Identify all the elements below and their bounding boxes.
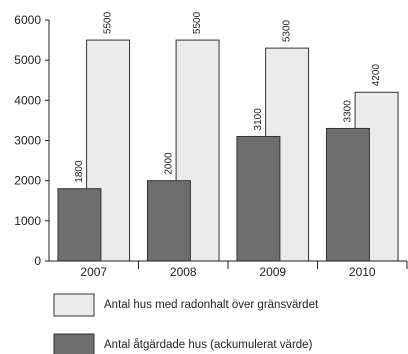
legend-swatch [53,293,95,317]
y-tick-label: 2000 [14,174,41,188]
y-tick-label: 5000 [14,53,41,67]
data-label-front: 3100 [253,108,264,131]
data-label-back: 5300 [282,19,293,42]
data-label-front: 1800 [74,160,85,183]
data-label-back: 5500 [103,11,114,34]
bar-front [57,188,102,262]
bar-front [325,127,370,262]
y-tick-label: 1000 [14,214,41,228]
y-tick-label: 3000 [14,134,41,148]
y-tick-label: 4000 [14,93,41,107]
legend-label: Antal hus med radonhalt över gränsvärdet [104,299,319,311]
y-tick-label: 6000 [14,13,41,27]
data-label-back: 4200 [371,64,382,87]
legend-label: Antal åtgärdade hus (ackumulerat värde) [104,339,313,351]
bar-front [236,135,281,262]
x-tick-label: 2010 [349,265,376,279]
data-label-front: 2000 [163,152,174,175]
x-tick-label: 2007 [80,265,107,279]
x-tick-label: 2009 [259,265,286,279]
legend-swatch [53,333,95,354]
x-tick-label: 2008 [170,265,197,279]
data-label-front: 3300 [342,100,353,123]
bar-front [146,180,191,262]
y-tick-label: 0 [34,254,41,268]
data-label-back: 5500 [192,11,203,34]
